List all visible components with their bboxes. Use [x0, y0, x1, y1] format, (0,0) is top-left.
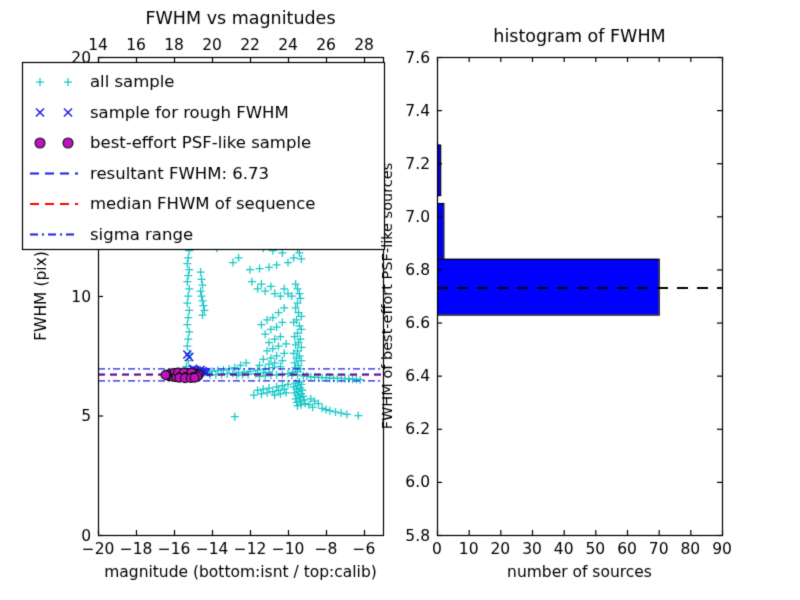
figure-canvas-container: FWHM vs magnitudes FWHM (pix) magnitude …	[0, 0, 800, 600]
matplotlib-figure	[0, 0, 800, 600]
